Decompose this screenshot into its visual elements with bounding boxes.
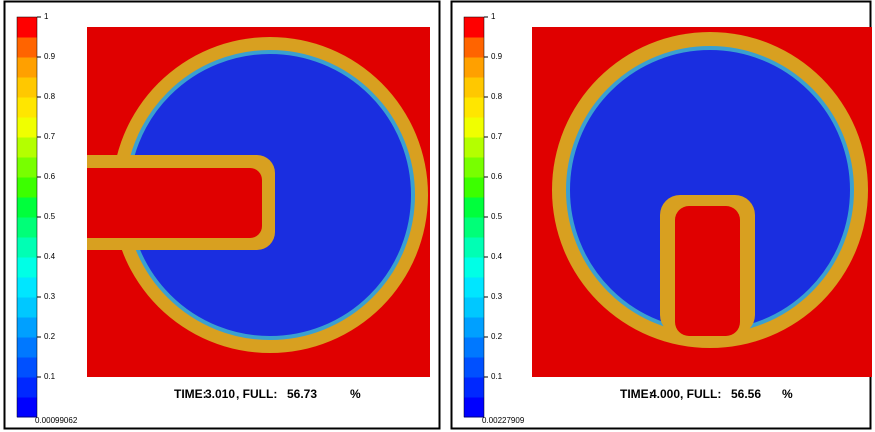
colorbar-segment xyxy=(464,377,484,398)
colorbar-label: 0.5 xyxy=(44,212,56,221)
colorbar-label: 0.3 xyxy=(44,292,56,301)
caption-full-label: , FULL: xyxy=(680,387,721,401)
colorbar-segment xyxy=(464,297,484,318)
colorbar-segment xyxy=(464,277,484,298)
field-view xyxy=(532,27,872,377)
colorbar-label: 0.3 xyxy=(491,292,503,301)
colorbar-label: 0.6 xyxy=(491,172,503,181)
colorbar-segment xyxy=(464,217,484,238)
colorbar-segment xyxy=(17,137,37,158)
colorbar-segment xyxy=(17,237,37,258)
colorbar-segment xyxy=(464,157,484,178)
colorbar-segment xyxy=(17,17,37,38)
colorbar-segment xyxy=(17,117,37,138)
colorbar-label: 0.1 xyxy=(491,372,503,381)
colorbar-label: 1 xyxy=(491,12,496,21)
colorbar-segment xyxy=(464,337,484,358)
caption-full: 56.73 xyxy=(287,387,317,401)
colorbar-segment xyxy=(17,397,37,418)
colorbar-label: 0.2 xyxy=(491,332,503,341)
colorbar-segment xyxy=(17,217,37,238)
colorbar-segment xyxy=(17,337,37,358)
colorbar-segment xyxy=(464,137,484,158)
field-view xyxy=(87,27,430,377)
colorbar-segment xyxy=(464,97,484,118)
colorbar-segment xyxy=(17,177,37,198)
caption-time: 4.000 xyxy=(650,387,680,401)
colorbar-segment xyxy=(17,197,37,218)
colorbar-segment xyxy=(464,357,484,378)
caption-unit: % xyxy=(350,387,361,401)
colorbar-segment xyxy=(17,297,37,318)
colorbar-segment xyxy=(464,37,484,58)
colorbar-segment xyxy=(464,177,484,198)
colorbar-segment xyxy=(17,157,37,178)
caption-full: 56.56 xyxy=(731,387,761,401)
colorbar-segment xyxy=(17,377,37,398)
colorbar-segment xyxy=(17,277,37,298)
colorbar-label: 0.7 xyxy=(44,132,56,141)
colorbar-label: 0.8 xyxy=(44,92,56,101)
colorbar-segment xyxy=(17,37,37,58)
colorbar-label: 0.9 xyxy=(44,52,56,61)
colorbar-segment xyxy=(464,197,484,218)
colorbar-segment xyxy=(464,77,484,98)
colorbar-segment xyxy=(464,117,484,138)
colorbar-label: 0.5 xyxy=(491,212,503,221)
caption-unit: % xyxy=(782,387,793,401)
colorbar-segment xyxy=(17,57,37,78)
colorbar-min-label: 0.00227909 xyxy=(482,416,525,425)
caption-time-label: TIME: xyxy=(620,387,653,401)
colorbar-label: 0.4 xyxy=(491,252,503,261)
field-slot xyxy=(87,168,262,238)
colorbar-label: 0.6 xyxy=(44,172,56,181)
colorbar-segment xyxy=(17,357,37,378)
colorbar-segment xyxy=(464,17,484,38)
caption-time-label: TIME: xyxy=(174,387,207,401)
colorbar-segment xyxy=(464,397,484,418)
colorbar-segment xyxy=(464,317,484,338)
colorbar-segment xyxy=(464,257,484,278)
colorbar-label: 0.9 xyxy=(491,52,503,61)
colorbar-label: 0.2 xyxy=(44,332,56,341)
colorbar-segment xyxy=(17,97,37,118)
colorbar-label: 0.4 xyxy=(44,252,56,261)
field-slot xyxy=(675,206,740,336)
colorbar-segment xyxy=(17,257,37,278)
colorbar-label: 1 xyxy=(44,12,49,21)
colorbar-min-label: 0.00099062 xyxy=(35,416,78,425)
colorbar-label: 0.8 xyxy=(491,92,503,101)
colorbar-label: 0.7 xyxy=(491,132,503,141)
colorbar-segment xyxy=(464,57,484,78)
caption-full-label: , FULL: xyxy=(236,387,277,401)
colorbar-label: 0.1 xyxy=(44,372,56,381)
colorbar-segment xyxy=(464,237,484,258)
colorbar-segment xyxy=(17,317,37,338)
caption-time: 3.010 xyxy=(205,387,235,401)
colorbar-segment xyxy=(17,77,37,98)
